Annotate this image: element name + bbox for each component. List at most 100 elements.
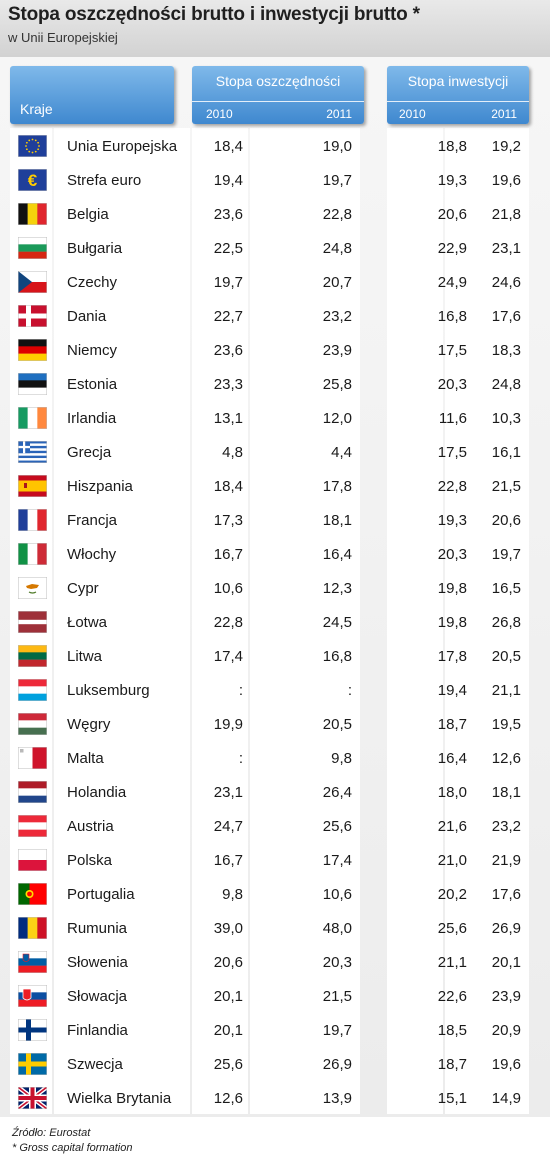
investment-2011-value: 19,6 (491, 1056, 521, 1073)
investment-2010-value: 22,8 (437, 478, 467, 495)
table-row: Estonia 23,3 25,8 20,3 24,8 (10, 368, 530, 402)
savings-2010-value: 22,5 (213, 240, 243, 257)
savings-2011-value: 17,8 (322, 478, 352, 495)
table-row: Litwa 17,4 16,8 17,8 20,5 (10, 640, 530, 674)
investment-year-row: 2010 2011 (387, 101, 529, 124)
savings-2011-value: 13,9 (322, 1090, 352, 1107)
country-name: Austria (67, 818, 114, 835)
table-row: Bułgaria 22,5 24,8 22,9 23,1 (10, 232, 530, 266)
investment-2010-value: 19,8 (437, 580, 467, 597)
savings-2011-value: 26,9 (322, 1056, 352, 1073)
investment-2011-value: 19,6 (491, 172, 521, 189)
flag-icon (18, 271, 47, 293)
savings-2010-value: 16,7 (213, 852, 243, 869)
investment-2010-value: 24,9 (437, 274, 467, 291)
chart-subtitle: w Unii Europejskiej (8, 30, 118, 45)
flag-icon (18, 815, 47, 837)
investment-2010-value: 19,3 (437, 512, 467, 529)
country-name: Luksemburg (67, 682, 150, 699)
savings-2011-value: 20,7 (322, 274, 352, 291)
investment-2010-value: 20,3 (437, 376, 467, 393)
investment-2011-value: 19,2 (491, 138, 521, 155)
table-row: Francja 17,3 18,1 19,3 20,6 (10, 504, 530, 538)
country-name: Węgry (67, 716, 111, 733)
investment-year-2011: 2011 (491, 107, 517, 121)
investment-2011-value: 18,1 (491, 784, 521, 801)
savings-2010-value: 19,9 (213, 716, 243, 733)
table-row: Słowacja 20,1 21,5 22,6 23,9 (10, 980, 530, 1014)
table-row: Czechy 19,7 20,7 24,9 24,6 (10, 266, 530, 300)
investment-2010-value: 21,1 (437, 954, 467, 971)
source-note: Źródło: Eurostat (12, 1127, 91, 1139)
investment-2010-value: 21,0 (437, 852, 467, 869)
country-name: Rumunia (67, 920, 128, 937)
flag-icon: € (18, 169, 47, 191)
investment-2010-value: 15,1 (437, 1090, 467, 1107)
investment-year-2010: 2010 (399, 107, 426, 121)
savings-2010-value: 23,1 (213, 784, 243, 801)
flag-icon (18, 679, 47, 701)
investment-2010-value: 16,8 (437, 308, 467, 325)
savings-2011-value: 22,8 (322, 206, 352, 223)
country-name: Łotwa (67, 614, 108, 631)
investment-2011-value: 17,6 (491, 308, 521, 325)
savings-2010-value: 22,8 (213, 614, 243, 631)
table-row: Rumunia 39,0 48,0 25,6 26,9 (10, 912, 530, 946)
flag-icon (18, 543, 47, 565)
investment-2010-value: 20,2 (437, 886, 467, 903)
savings-2011-value: 17,4 (322, 852, 352, 869)
table-row: Wielka Brytania 12,6 13,9 15,1 14,9 (10, 1082, 530, 1116)
country-name: Bułgaria (67, 240, 123, 257)
investment-2011-value: 16,5 (491, 580, 521, 597)
table-row: Malta: 9,8 16,4 12,6 (10, 742, 530, 776)
investment-2011-value: 24,8 (491, 376, 521, 393)
investment-2011-value: 21,8 (491, 206, 521, 223)
savings-2010-value: 23,3 (213, 376, 243, 393)
savings-2011-value: 23,2 (322, 308, 352, 325)
savings-2011-value: : (347, 682, 352, 699)
country-header-label: Kraje (20, 101, 53, 117)
savings-2010-value: : (238, 682, 243, 699)
savings-2010-value: 16,7 (213, 546, 243, 563)
country-name: Malta (67, 750, 104, 767)
country-name: Francja (67, 512, 118, 529)
savings-2010-value: 20,1 (213, 988, 243, 1005)
investment-2011-value: 21,9 (491, 852, 521, 869)
savings-2010-value: 18,4 (213, 138, 243, 155)
flag-icon (18, 713, 47, 735)
savings-2010-value: 23,6 (213, 206, 243, 223)
investment-2011-value: 23,1 (491, 240, 521, 257)
savings-2010-value: 17,4 (213, 648, 243, 665)
savings-2010-value: 24,7 (213, 818, 243, 835)
flag-icon (18, 339, 47, 361)
chart-title: Stopa oszczędności brutto i inwestycji b… (8, 4, 420, 25)
table-row: Austria 24,7 25,6 21,6 23,2 (10, 810, 530, 844)
country-name: Estonia (67, 376, 118, 393)
table-row: Szwecja 25,6 26,9 18,7 19,6 (10, 1048, 530, 1082)
investment-header-label: Stopa inwestycji (407, 73, 509, 89)
investment-2011-value: 14,9 (491, 1090, 521, 1107)
savings-2010-value: 20,1 (213, 1022, 243, 1039)
country-name: Holandia (67, 784, 127, 801)
savings-year-row: 2010 2011 (192, 101, 364, 124)
flag-icon (18, 1053, 47, 1075)
investment-column-header: Stopa inwestycji 2010 2011 (387, 66, 529, 124)
savings-2010-value: 19,7 (213, 274, 243, 291)
investment-2011-value: 20,9 (491, 1022, 521, 1039)
savings-2010-value: 19,4 (213, 172, 243, 189)
investment-2010-value: 18,0 (437, 784, 467, 801)
savings-2010-value: 13,1 (213, 410, 243, 427)
country-name: Unia Europejska (67, 138, 178, 155)
flag-icon (18, 203, 47, 225)
investment-2011-value: 12,6 (491, 750, 521, 767)
savings-2010-value: 20,6 (213, 954, 243, 971)
savings-2011-value: 48,0 (322, 920, 352, 937)
savings-2010-value: 18,4 (213, 478, 243, 495)
savings-2011-value: 19,7 (322, 172, 352, 189)
flag-icon (18, 475, 47, 497)
flag-icon (18, 951, 47, 973)
flag-icon (18, 645, 47, 667)
table-row: Włochy 16,7 16,4 20,3 19,7 (10, 538, 530, 572)
investment-2010-value: 16,4 (437, 750, 467, 767)
investment-2011-value: 20,6 (491, 512, 521, 529)
